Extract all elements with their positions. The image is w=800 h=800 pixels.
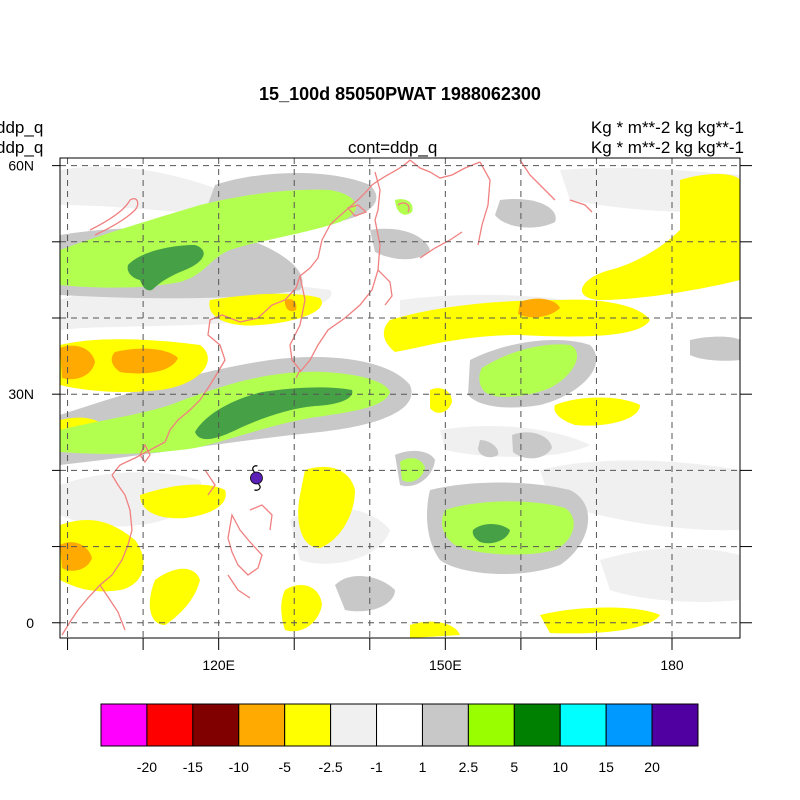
shaded-field: [60, 166, 740, 638]
map-frame: [59, 157, 741, 639]
colorbar-level-label: 10: [552, 759, 568, 775]
orange-areas: [60, 298, 560, 571]
colorbar-swatch: [605, 703, 653, 747]
colorbar-swatch: [146, 703, 194, 747]
colorbar-labels: -20 -15 -10 -5 -2.5 -1 1 2.5 5 10 15 20: [137, 759, 660, 775]
colorbar-swatch: [238, 703, 286, 747]
lat-tick-label: 30N: [8, 386, 34, 402]
lat-tick-label: 0: [26, 615, 34, 631]
map-title: 15_100d 85050PWAT 1988062300: [259, 84, 541, 104]
coastline: [61, 159, 593, 636]
colorbar-level-label: 2.5: [459, 759, 479, 775]
colorbar-swatch: [467, 703, 515, 747]
colorbar-level-label: 1: [419, 759, 427, 775]
axis-tick-labels: 60N 30N 0 120E 150E 180: [8, 158, 684, 673]
right-label-1: Kg * m**-2 kg kg**-1: [590, 118, 744, 137]
colorbar-swatch: [651, 703, 699, 747]
left-label-1: ddp_q: [0, 118, 44, 137]
lon-tick-label: 150E: [429, 657, 462, 673]
colorbar-swatch: [284, 703, 332, 747]
colorbar-level-label: -10: [229, 759, 249, 775]
colorbar-swatch: [559, 703, 607, 747]
lat-tick-label: 60N: [8, 158, 34, 174]
lon-tick-label: 180: [660, 657, 684, 673]
colorbar-swatch: [330, 703, 378, 747]
colorbar-level-label: -2.5: [319, 759, 343, 775]
right-label-2: Kg * m**-2 kg kg**-1: [590, 138, 744, 157]
colorbar-level-label: -20: [137, 759, 157, 775]
colorbar-level-label: 5: [510, 759, 518, 775]
lon-tick-label: 120E: [202, 657, 235, 673]
typhoon-icon: [250, 465, 263, 491]
colorbar-swatch: [421, 703, 469, 747]
colorbar-level-label: 20: [644, 759, 660, 775]
colorbar: [100, 703, 699, 747]
grid-lines: [60, 158, 740, 638]
colorbar-level-label: -1: [370, 759, 383, 775]
colorbar-level-label: 15: [598, 759, 614, 775]
colorbar-swatch: [513, 703, 561, 747]
colorbar-swatch: [100, 703, 148, 747]
colorbar-swatch: [376, 703, 423, 747]
dark-green-areas: [127, 245, 510, 544]
axis-ticks: [52, 165, 752, 650]
colorbar-level-label: -15: [183, 759, 203, 775]
center-label: cont=ddp_q: [348, 138, 438, 157]
left-label-2: ddp_q: [0, 138, 44, 157]
colorbar-swatch: [192, 703, 240, 747]
colorbar-level-label: -5: [278, 759, 291, 775]
